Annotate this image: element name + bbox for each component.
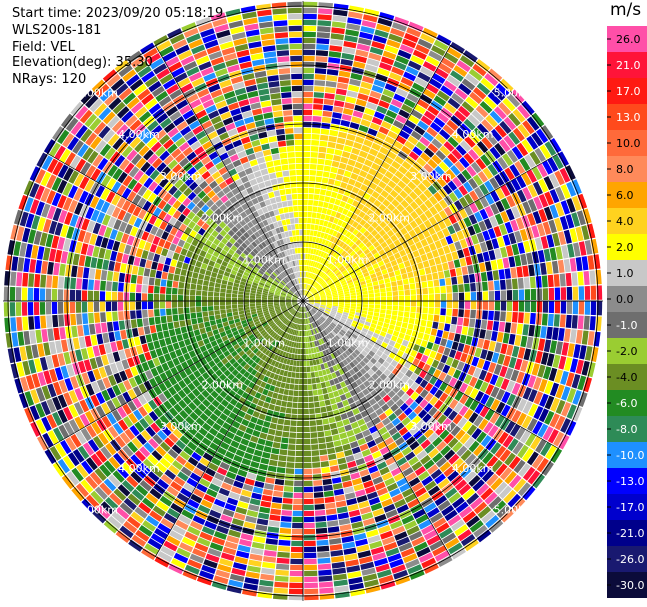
colorbar-tick-label: 13.0 — [616, 111, 641, 124]
colorbar-tick-label: 0.0 — [616, 293, 634, 306]
range-ring-label: 2.00km — [368, 378, 410, 391]
colorbar-tick-label: 17.0 — [616, 85, 641, 98]
azimuth-spoke — [47, 300, 304, 449]
colorbar-tick-label: 8.0 — [616, 163, 634, 176]
azimuth-spoke — [302, 153, 559, 302]
colorbar-tick-label: 6.0 — [616, 189, 634, 202]
azimuth-spoke — [302, 300, 559, 449]
range-ring-label: 2.00km — [202, 378, 244, 391]
range-ring-label: 4.00km — [118, 128, 160, 141]
range-ring-label: 1.00km — [327, 253, 369, 266]
colorbar-band — [607, 468, 647, 495]
ppi-radar-display: 1.00km 1.00km 1.00km 1.00km 2.00km 2.00km 2.00… — [3, 1, 603, 601]
colorbar-band — [607, 208, 647, 235]
range-ring-label: 2.00km — [368, 212, 410, 225]
colorbar-tick-label: -10.0 — [616, 449, 644, 462]
velocity-sectors — [3, 1, 603, 601]
colorbar-band — [607, 182, 647, 209]
colorbar-unit: m/s — [610, 0, 642, 20]
colorbar-band — [607, 364, 647, 391]
colorbar-tick-label: -26.0 — [616, 553, 644, 566]
colorbar-band — [607, 494, 647, 521]
range-ring-label: 4.00km — [452, 462, 494, 475]
colorbar-band — [607, 546, 647, 573]
colorbar-tick-label: -2.0 — [616, 345, 637, 358]
colorbar-tick-label: 10.0 — [616, 137, 641, 150]
colorbar-tick-label: -8.0 — [616, 423, 637, 436]
start-time-label: Start time: 2023/09/20 05:18:19 — [12, 6, 224, 21]
range-ring-label: 3.00km — [410, 420, 452, 433]
azimuth-spoke — [47, 153, 304, 302]
colorbar-band — [607, 104, 647, 131]
colorbar-tick-label: 4.0 — [616, 215, 634, 228]
colorbar-tick-label: -21.0 — [616, 527, 644, 540]
colorbar-tick-label: 1.0 — [616, 267, 634, 280]
colorbar-band — [607, 520, 647, 547]
colorbar-band — [607, 312, 647, 339]
colorbar-tick-label: -4.0 — [616, 371, 637, 384]
colorbar-band — [607, 260, 647, 287]
colorbar-band — [607, 130, 647, 157]
colorbar-band — [607, 26, 647, 53]
colorbar-tick-label: -17.0 — [616, 501, 644, 514]
site-name-label: WLS200s-181 — [12, 23, 102, 38]
colorbar-band — [607, 234, 647, 261]
range-ring-label: 5.00km — [76, 504, 118, 517]
azimuth-spoke — [155, 300, 304, 557]
elevation-label: Elevation(deg): 35.30 — [12, 55, 153, 70]
azimuth-spoke — [302, 45, 451, 302]
colorbar-tick-label: -13.0 — [616, 475, 644, 488]
colorbar-band — [607, 338, 647, 365]
colorbar-band — [607, 286, 647, 313]
azimuth-spokes — [3, 1, 603, 601]
velocity-colorbar: 26.0 21.0 17.0 13.0 10.0 8.0 6.0 4.0 2.0 1.0 0.0 -1… — [607, 26, 647, 598]
colorbar-tick-label: -30.0 — [616, 579, 644, 592]
range-ring-label: 3.00km — [410, 170, 452, 183]
range-ring-labels: 1.00km 1.00km 1.00km 1.00km 2.00km 2.00km 2.00… — [76, 86, 535, 516]
range-ring-label: 3.00km — [160, 170, 202, 183]
range-ring-label: 3.00km — [160, 420, 202, 433]
azimuth-spoke — [302, 300, 451, 557]
colorbar-tick-label: 2.0 — [616, 241, 634, 254]
colorbar-band — [607, 390, 647, 417]
field-label: Field: VEL — [12, 40, 75, 55]
range-ring-label: 5.00km — [76, 86, 118, 99]
colorbar-band — [607, 442, 647, 469]
colorbar-band — [607, 78, 647, 105]
colorbar-band — [607, 156, 647, 183]
colorbar-band — [607, 416, 647, 443]
range-ring-label: 4.00km — [118, 462, 160, 475]
colorbar-tick-label: 21.0 — [616, 59, 641, 72]
range-ring-label: 1.00km — [243, 253, 285, 266]
colorbar-tick-label: 26.0 — [616, 33, 641, 46]
colorbar-tick-label: -6.0 — [616, 397, 637, 410]
nrays-label: NRays: 120 — [12, 72, 87, 87]
azimuth-spoke — [155, 45, 304, 302]
range-ring-label: 5.00km — [494, 504, 536, 517]
colorbar-band — [607, 572, 647, 598]
colorbar-tick-label: -1.0 — [616, 319, 637, 332]
range-ring-label: 1.00km — [243, 337, 285, 350]
range-ring-label: 2.00km — [202, 212, 244, 225]
range-ring-label: 5.00km — [494, 86, 536, 99]
colorbar-band — [607, 52, 647, 79]
range-ring-label: 1.00km — [327, 337, 369, 350]
range-ring-label: 4.00km — [452, 128, 494, 141]
